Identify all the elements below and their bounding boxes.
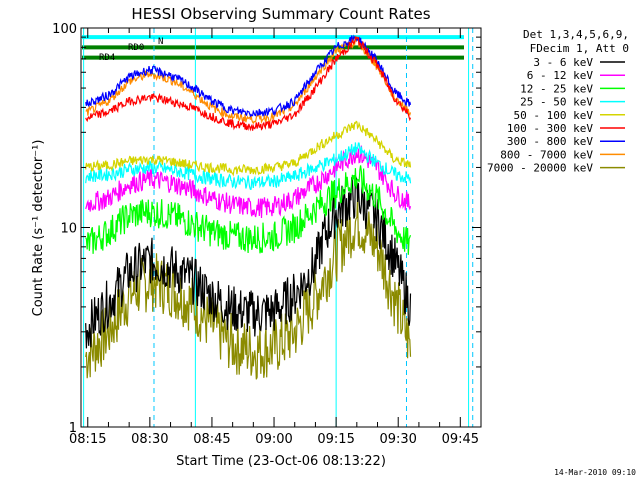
- x-axis-label: Start Time (23-Oct-06 08:13:22): [176, 454, 386, 469]
- legend-label: 800 - 7000 keV: [500, 148, 593, 161]
- legend-label: 12 - 25 keV: [520, 82, 593, 95]
- y-tick-label: 10: [60, 222, 77, 237]
- x-tick-label: 08:45: [193, 432, 230, 447]
- axes: 1 10 100 08:15 08:30 08:45 09:00 09:15 09:30 09:4…: [52, 22, 482, 447]
- series-3-6-kev: [85, 175, 412, 349]
- flag-label-rd4: RD4: [99, 53, 115, 63]
- plot-frame: [80, 27, 482, 428]
- series-50-100-kev: [85, 120, 412, 177]
- x-tick-label: 09:45: [442, 432, 479, 447]
- flag-label-n: N: [158, 37, 163, 47]
- legend-label: 3 - 6 keV: [533, 56, 593, 69]
- series-6-12-kev: [85, 145, 412, 219]
- y-tick-label: 100: [52, 22, 77, 37]
- legend-label: 300 - 800 keV: [507, 135, 593, 148]
- legend-header-line-1: Det 1,3,4,5,6,9,: [523, 28, 629, 41]
- series-7000-20000-kev: [85, 193, 412, 380]
- legend: Det 1,3,4,5,6,9, FDecim 1, Att 0 3 - 6 k…: [487, 28, 629, 175]
- legend-header-line-2: FDecim 1, Att 0: [530, 42, 629, 55]
- chart-title: HESSI Observing Summary Count Rates: [131, 5, 430, 23]
- series-100-300-kev: [85, 35, 412, 132]
- legend-label: 50 - 100 keV: [514, 109, 594, 122]
- x-tick-label: 08:30: [131, 432, 168, 447]
- x-tick-label: 09:00: [255, 432, 292, 447]
- legend-label: 6 - 12 keV: [527, 69, 594, 82]
- legend-label: 7000 - 20000 keV: [487, 162, 593, 175]
- x-tick-label: 08:15: [69, 432, 106, 447]
- series-25-50-kev: [85, 142, 412, 190]
- flag-label-rd0: RD0: [128, 43, 144, 53]
- x-tick-label: 09:15: [317, 432, 354, 447]
- x-tick-label: 09:30: [379, 432, 416, 447]
- y-tick-label: 1: [69, 421, 77, 436]
- series-layer: [85, 34, 412, 380]
- footer-date: 14-Mar-2010 09:10: [554, 468, 636, 477]
- y-axis-label: Count Rate (s⁻¹ detector⁻¹): [31, 140, 46, 317]
- series-12-25-kev: [85, 165, 412, 255]
- legend-label: 100 - 300 keV: [507, 122, 593, 135]
- legend-label: 25 - 50 keV: [520, 96, 593, 109]
